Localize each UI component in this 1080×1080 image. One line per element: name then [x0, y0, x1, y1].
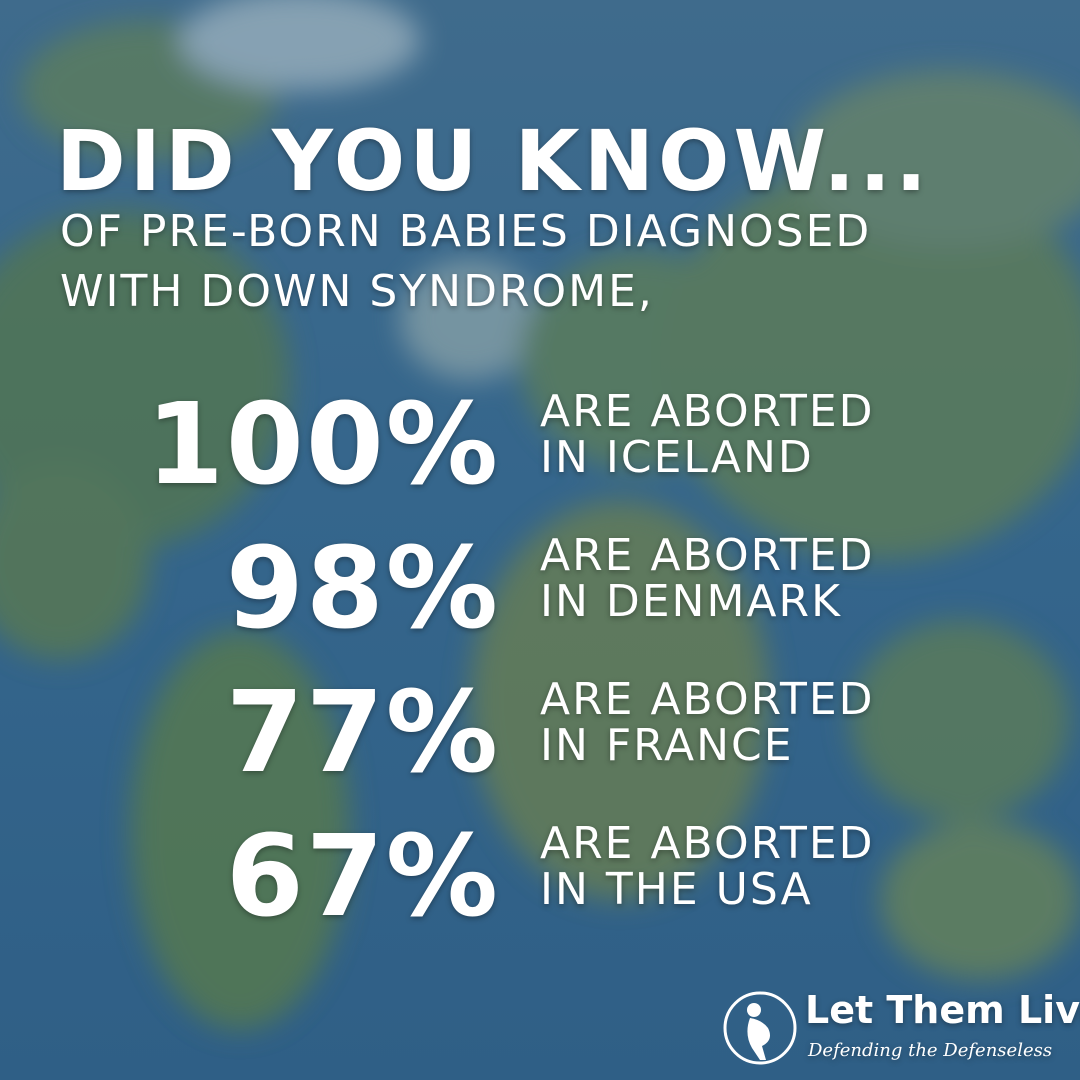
- stat-description-line: ARE ABORTED: [540, 674, 875, 725]
- stat-description-line: IN THE USA: [540, 864, 813, 915]
- logo-tagline: Defending the Defenseless: [808, 1040, 1053, 1061]
- stat-description-line: IN DENMARK: [540, 576, 842, 627]
- stat-description-line: IN FRANCE: [540, 720, 794, 771]
- stat-description-line: ARE ABORTED: [540, 386, 875, 437]
- title: DID YOU KNOW...: [56, 112, 931, 210]
- stat-description-line: ARE ABORTED: [540, 818, 875, 869]
- stat-percent: 67%: [225, 812, 500, 942]
- subtitle-line: WITH DOWN SYNDROME,: [60, 266, 654, 317]
- logo-name: Let Them Live: [805, 988, 1080, 1032]
- stat-percent: 77%: [225, 668, 500, 798]
- stat-percent: 98%: [225, 524, 500, 654]
- stat-percent: 100%: [145, 380, 500, 510]
- logo-icon: [723, 991, 797, 1065]
- subtitle-line: OF PRE-BORN BABIES DIAGNOSED: [60, 206, 872, 257]
- stat-description-line: ARE ABORTED: [540, 530, 875, 581]
- stat-description-line: IN ICELAND: [540, 432, 814, 483]
